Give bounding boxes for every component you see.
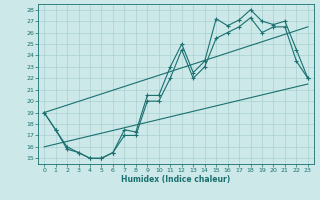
X-axis label: Humidex (Indice chaleur): Humidex (Indice chaleur) xyxy=(121,175,231,184)
